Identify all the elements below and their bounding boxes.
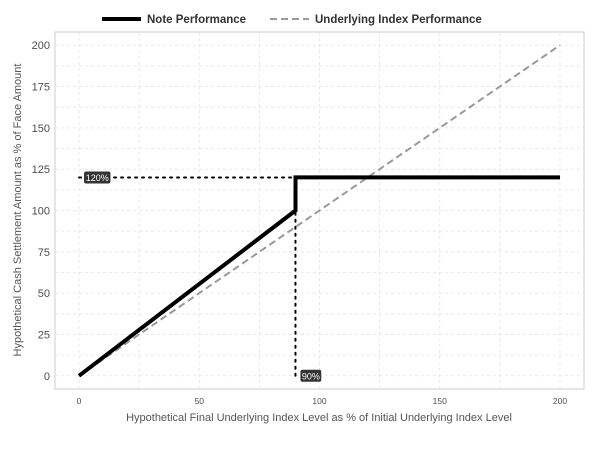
y-tick-label: 0 — [44, 371, 50, 383]
legend-label-underlying-index-performance: Underlying Index Performance — [315, 14, 482, 26]
y-tick-label: 25 — [38, 329, 50, 341]
y-tick-label: 125 — [32, 164, 50, 176]
plot-area: 0 50 100 150 200 0 25 50 75 100 125 150 175 200 120% 90… — [32, 31, 585, 406]
y-tick-label: 200 — [32, 40, 50, 52]
annotation-box — [300, 369, 322, 382]
legend: Note Performance Underlying Index Perfor… — [102, 14, 482, 26]
x-tick-label: 100 — [312, 396, 326, 406]
y-tick-label: 175 — [32, 82, 50, 94]
x-tick-label: 150 — [433, 396, 447, 406]
annotation-box — [84, 171, 111, 184]
y-axis-title: Hypothetical Cash Settlement Amount as %… — [12, 64, 24, 357]
y-tick-label: 50 — [38, 288, 50, 300]
annotation-label: 90% — [302, 371, 320, 381]
y-tick-label: 75 — [38, 247, 50, 259]
series-line-note-performance — [77, 175, 560, 378]
legend-label-note-performance: Note Performance — [147, 14, 246, 26]
x-tick-label: 200 — [553, 396, 567, 406]
y-tick-label: 100 — [32, 206, 50, 218]
series-line-underlying-index-performance — [78, 44, 561, 377]
annotation-label: 120% — [86, 173, 109, 183]
y-tick-label: 150 — [32, 123, 50, 135]
x-tick-label: 0 — [77, 396, 82, 406]
x-axis-title: Hypothetical Final Underlying Index Leve… — [126, 412, 512, 424]
x-tick-label: 50 — [195, 396, 205, 406]
